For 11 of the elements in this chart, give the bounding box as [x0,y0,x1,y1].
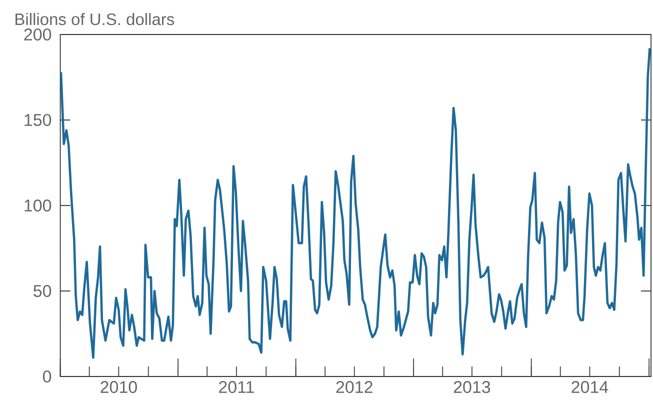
y-tick-label: 0 [42,370,52,383]
y-tick-label: 100 [24,199,52,212]
x-tick-label: 2013 [454,381,490,394]
x-tick-label: 2014 [572,381,608,394]
y-tick-label: 50 [34,284,52,298]
x-tick-label: 2010 [100,381,137,394]
x-tick-label: 2011 [219,381,254,394]
y-tick-label: 150 [24,114,52,126]
y-axis-title: Billions of U.S. dollars [16,13,174,26]
x-tick-label: 2012 [336,381,372,394]
y-tick-label: 200 [24,28,52,41]
